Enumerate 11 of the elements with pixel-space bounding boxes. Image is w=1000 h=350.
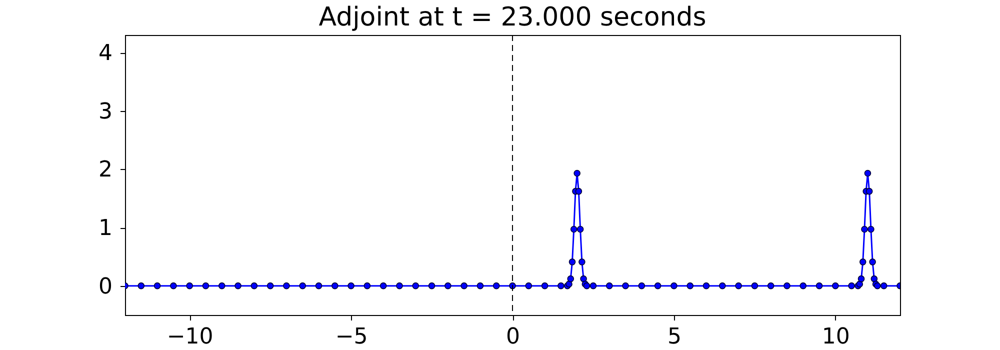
x-tick-label: −10 (166, 324, 214, 350)
x-tick-label: −5 (335, 324, 368, 350)
x-tick-label: 10 (822, 324, 850, 350)
chart-title: Adjoint at t = 23.000 seconds (318, 2, 706, 32)
x-tick-label: 0 (506, 324, 520, 350)
y-tick-label: 4 (98, 41, 112, 66)
y-tick-label: 3 (98, 99, 112, 124)
y-tick-label: 0 (98, 274, 112, 300)
y-tick-label: 1 (98, 216, 112, 241)
x-tick-label: 5 (667, 324, 682, 350)
y-tick-label: 2 (98, 158, 112, 183)
